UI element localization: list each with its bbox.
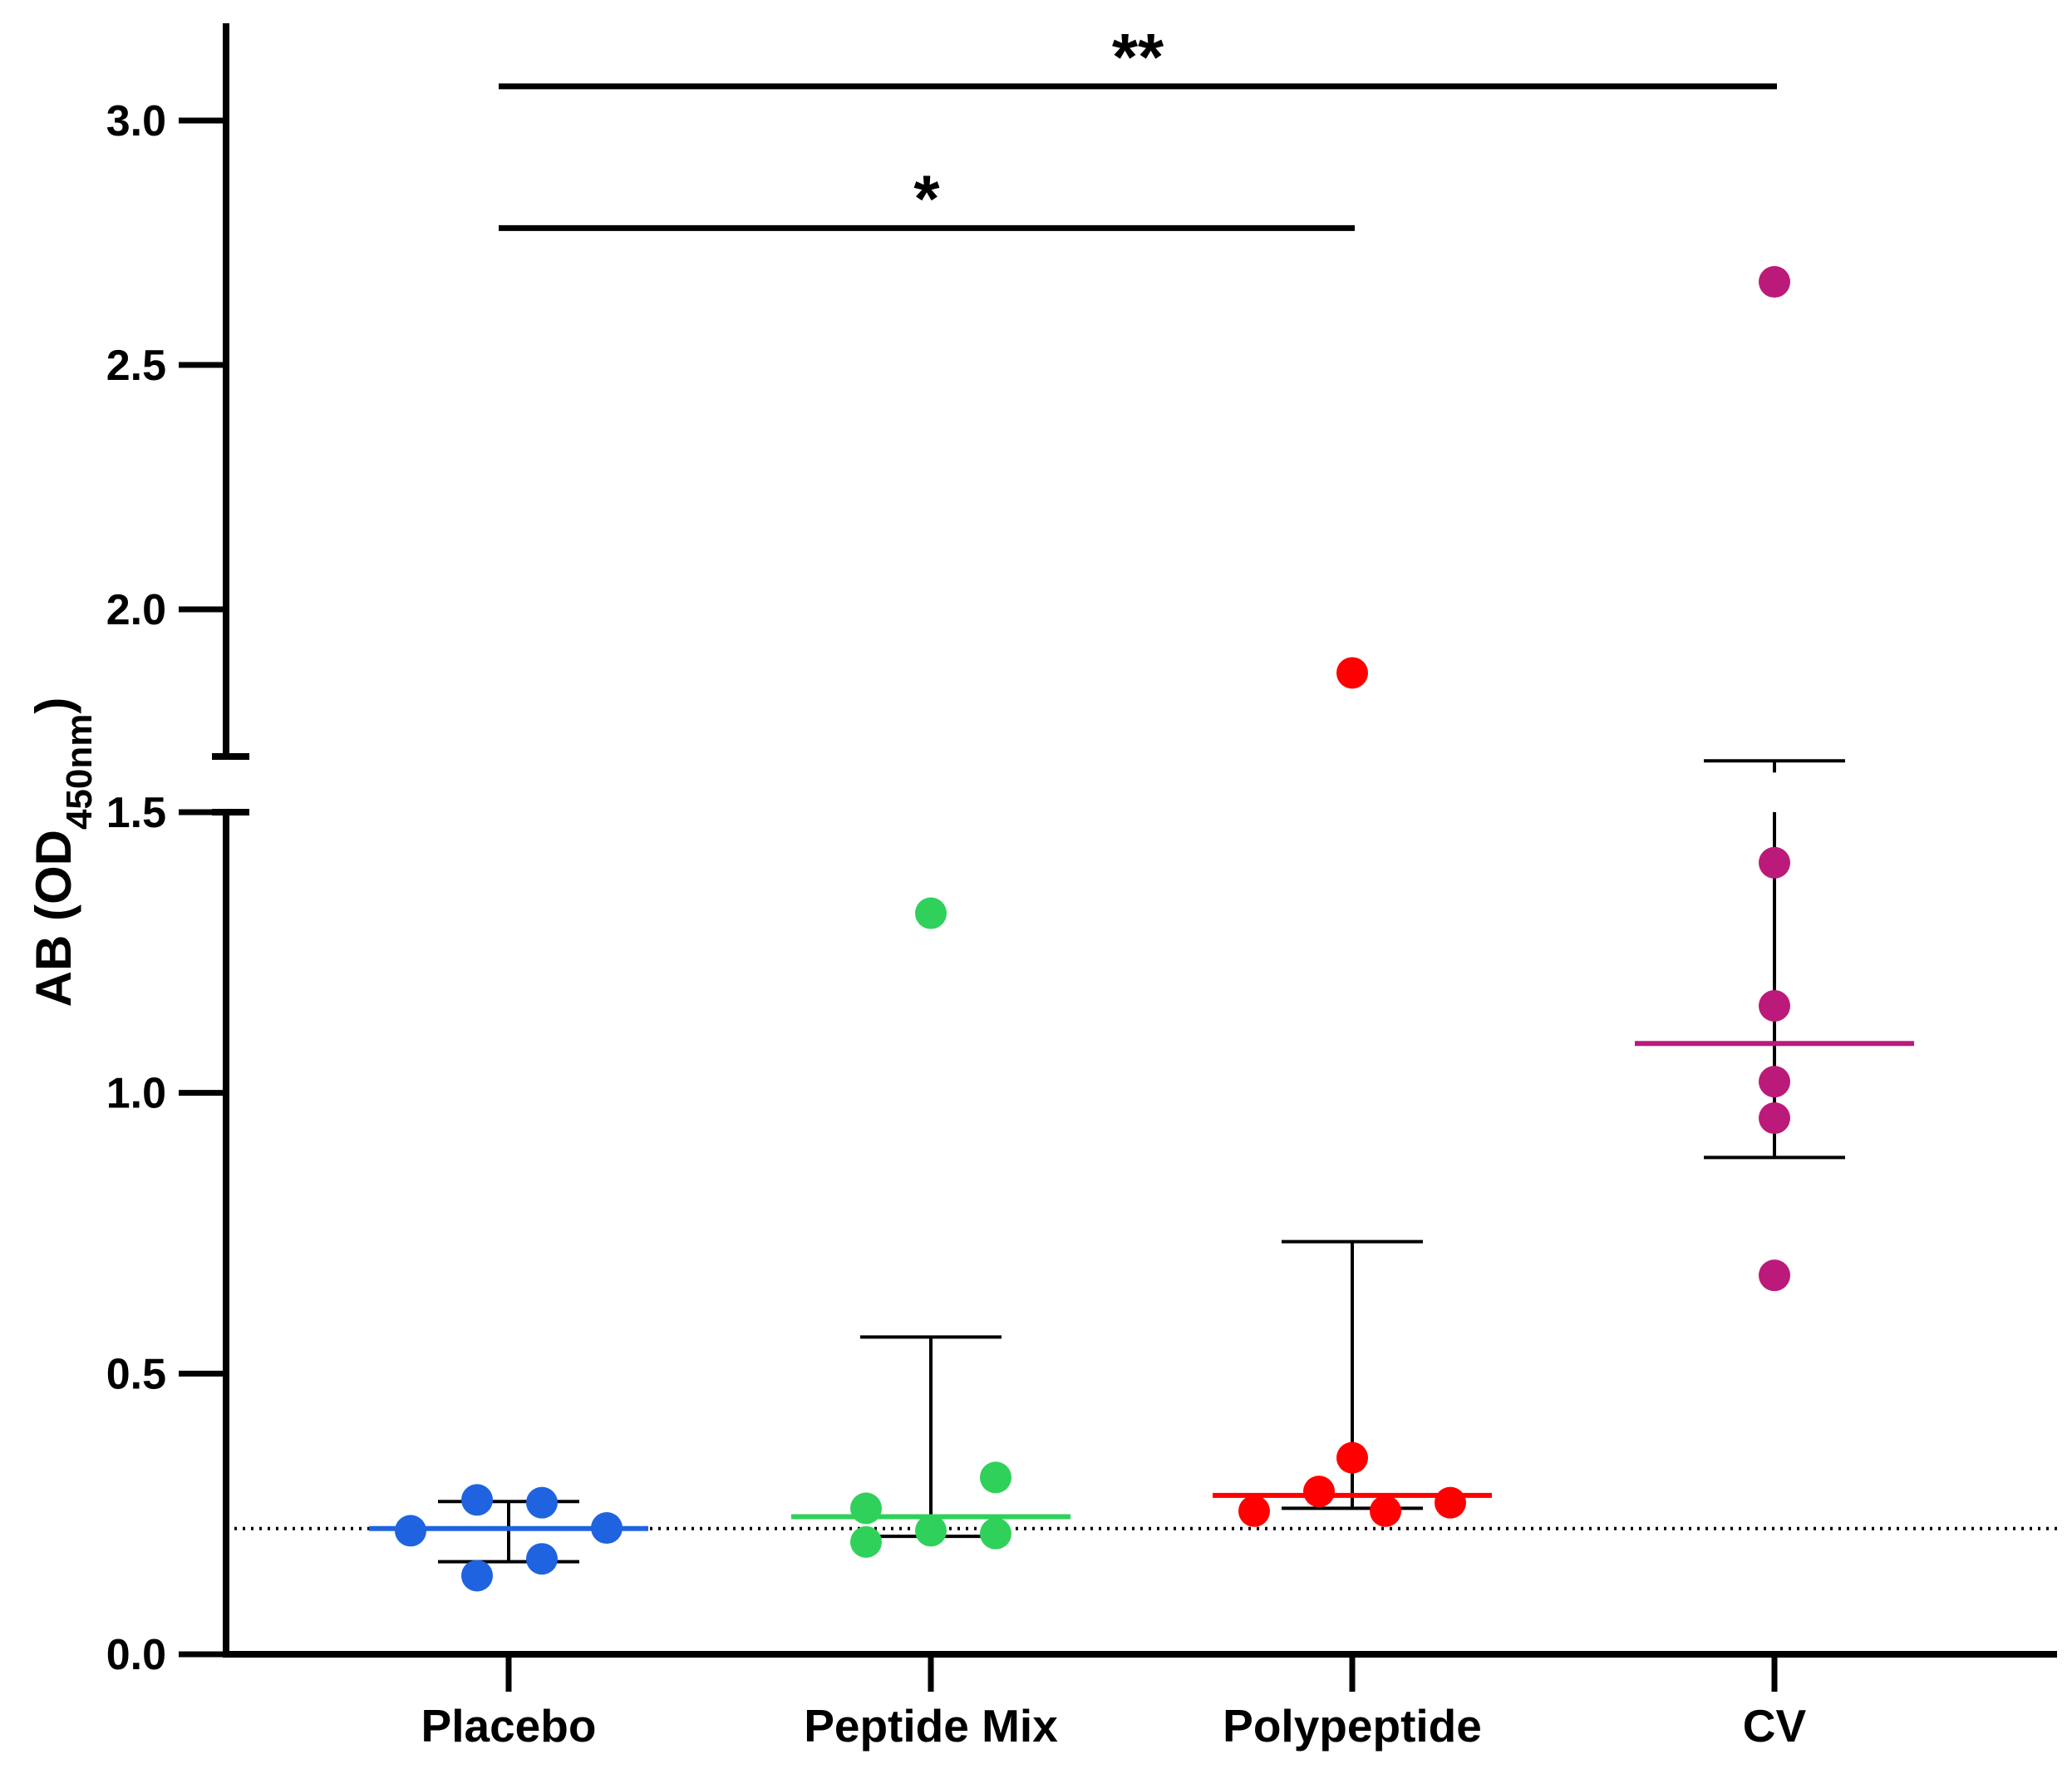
data-point: [1303, 1476, 1335, 1508]
x-tick-label: Peptide Mix: [804, 1700, 1058, 1752]
y-tick-label: 2.5: [106, 342, 166, 390]
y-tick-label: 0.5: [106, 1350, 166, 1398]
y-axis-label: AB (OD450nm): [26, 697, 100, 1008]
data-point: [915, 897, 947, 929]
data-point: [915, 1515, 947, 1547]
y-tick-label: 2.0: [106, 586, 166, 634]
data-point: [850, 1525, 882, 1558]
data-point: [1759, 1066, 1790, 1098]
y-tick-label: 0.0: [106, 1631, 166, 1679]
plot-area: 0.0 0.5 1.0 1.5 2.0 2.5 3.0 Placebo Peptide Mix P…: [106, 20, 2057, 1752]
data-point: [591, 1512, 623, 1545]
x-tick-label: Placebo: [421, 1700, 597, 1752]
data-point: [526, 1486, 558, 1519]
data-point: [1759, 989, 1790, 1022]
x-tick-label: Polypeptide: [1223, 1700, 1482, 1752]
data-point: [1435, 1486, 1466, 1519]
data-point: [1336, 1441, 1368, 1474]
significance-label: **: [1112, 20, 1164, 94]
data-point: [980, 1461, 1011, 1494]
data-point: [1759, 266, 1790, 298]
data-point: [526, 1543, 558, 1575]
significance-label: *: [913, 161, 940, 235]
data-point: [461, 1560, 493, 1592]
data-point: [461, 1484, 493, 1516]
data-point: [1336, 657, 1368, 689]
data-point: [1370, 1495, 1401, 1527]
data-point: [1759, 1102, 1790, 1135]
data-point: [980, 1517, 1011, 1550]
data-point: [850, 1492, 882, 1525]
y-tick-label: 1.0: [106, 1070, 166, 1118]
y-tick-label: 1.5: [106, 789, 166, 837]
data-point: [1238, 1495, 1270, 1527]
y-tick-label: 3.0: [106, 97, 166, 145]
data-point: [395, 1515, 426, 1547]
data-point: [1759, 846, 1790, 879]
data-point: [1759, 1259, 1790, 1292]
x-tick-label: CV: [1743, 1700, 1807, 1752]
